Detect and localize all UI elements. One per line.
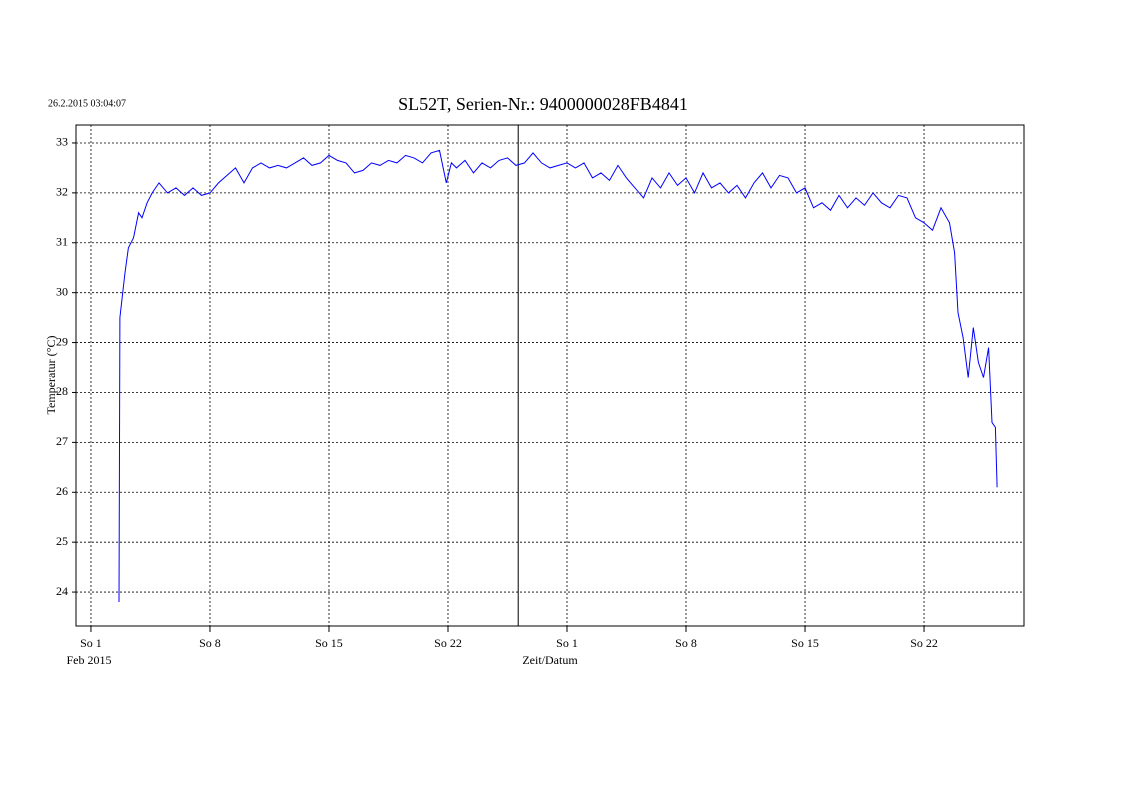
y-tick-label: 26 <box>56 484 68 498</box>
x-tick-label: So 1 <box>80 636 102 650</box>
x-tick-label: So 22 <box>434 636 462 650</box>
x-axis-label: Zeit/Datum <box>522 653 578 667</box>
y-tick-label: 31 <box>56 235 68 249</box>
y-tick-label: 33 <box>56 135 68 149</box>
plot-frame <box>75 124 1025 627</box>
chart-title: SL52T, Serien-Nr.: 9400000028FB4841 <box>398 94 688 114</box>
x-tick-label: So 22 <box>910 636 938 650</box>
x-tick-label: So 8 <box>199 636 221 650</box>
x-tick-label: So 15 <box>315 636 343 650</box>
y-tick-label: 27 <box>56 434 68 448</box>
timestamp: 26.2.2015 03:04:07 <box>48 98 126 109</box>
y-tick-label: 28 <box>56 384 68 398</box>
x-tick-label: So 15 <box>791 636 819 650</box>
y-tick-label: 29 <box>56 334 68 348</box>
y-tick-label: 25 <box>56 534 68 548</box>
x-tick-label: So 8 <box>675 636 697 650</box>
y-tick-label: 30 <box>56 284 68 298</box>
x-tick-label: So 1 <box>556 636 578 650</box>
y-axis-label: Temperatur (°C) <box>44 336 58 415</box>
y-tick-label: 24 <box>56 584 68 598</box>
y-tick-label: 32 <box>56 185 68 199</box>
x-sublabel: Feb 2015 <box>67 653 112 667</box>
data-line <box>118 149 998 603</box>
